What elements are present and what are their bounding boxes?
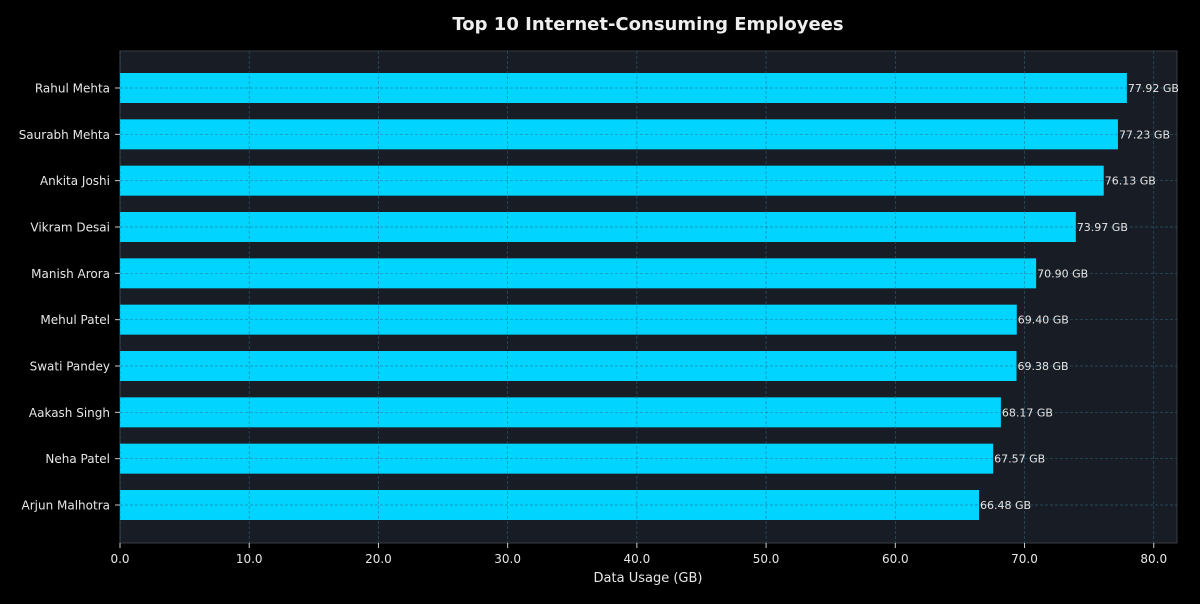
x-tick-label: 70.0 — [1011, 552, 1038, 566]
x-tick-label: 60.0 — [882, 552, 909, 566]
y-tick-label: Manish Arora — [31, 267, 110, 281]
y-tick-label: Vikram Desai — [30, 221, 110, 235]
data-label: 69.40 GB — [1018, 314, 1069, 327]
data-label: 69.38 GB — [1018, 360, 1069, 373]
bar — [120, 119, 1118, 150]
x-tick-label: 50.0 — [753, 552, 780, 566]
y-tick-label: Saurabh Mehta — [19, 128, 110, 142]
x-tick-label: 80.0 — [1140, 552, 1167, 566]
y-tick-label: Neha Patel — [45, 452, 110, 466]
data-label: 68.17 GB — [1002, 406, 1053, 419]
x-axis-label: Data Usage (GB) — [594, 571, 703, 586]
x-axis: 0.0 10.0 20.0 30.0 40.0 50.0 60.0 70.0 80.0 — [110, 543, 1167, 566]
y-tick-label: Ankita Joshi — [40, 174, 110, 188]
data-label: 76.13 GB — [1105, 175, 1156, 188]
y-tick-label: Aakash Singh — [29, 406, 110, 420]
data-label: 73.97 GB — [1077, 221, 1128, 234]
chart-title: Top 10 Internet-Consuming Employees — [452, 14, 843, 35]
x-tick-label: 30.0 — [494, 552, 521, 566]
data-label: 66.48 GB — [980, 499, 1031, 512]
x-tick-label: 0.0 — [110, 552, 129, 566]
y-tick-label: Swati Pandey — [30, 360, 110, 374]
y-tick-label: Mehul Patel — [40, 313, 110, 327]
data-label: 70.90 GB — [1037, 267, 1088, 280]
data-labels: 77.92 GB 77.23 GB 76.13 GB 73.97 GB 70.90 GB… — [980, 82, 1179, 512]
data-label: 77.92 GB — [1128, 82, 1179, 95]
data-label: 67.57 GB — [994, 453, 1045, 466]
x-tick-label: 40.0 — [624, 552, 651, 566]
x-tick-label: 20.0 — [365, 552, 392, 566]
y-axis: Rahul Mehta Saurabh Mehta Ankita Joshi Vikr… — [19, 82, 120, 513]
grid-lines — [119, 51, 1177, 543]
y-tick-label: Rahul Mehta — [35, 82, 110, 96]
data-label: 77.23 GB — [1119, 128, 1170, 141]
y-tick-label: Arjun Malhotra — [22, 499, 110, 513]
x-tick-label: 10.0 — [236, 552, 263, 566]
